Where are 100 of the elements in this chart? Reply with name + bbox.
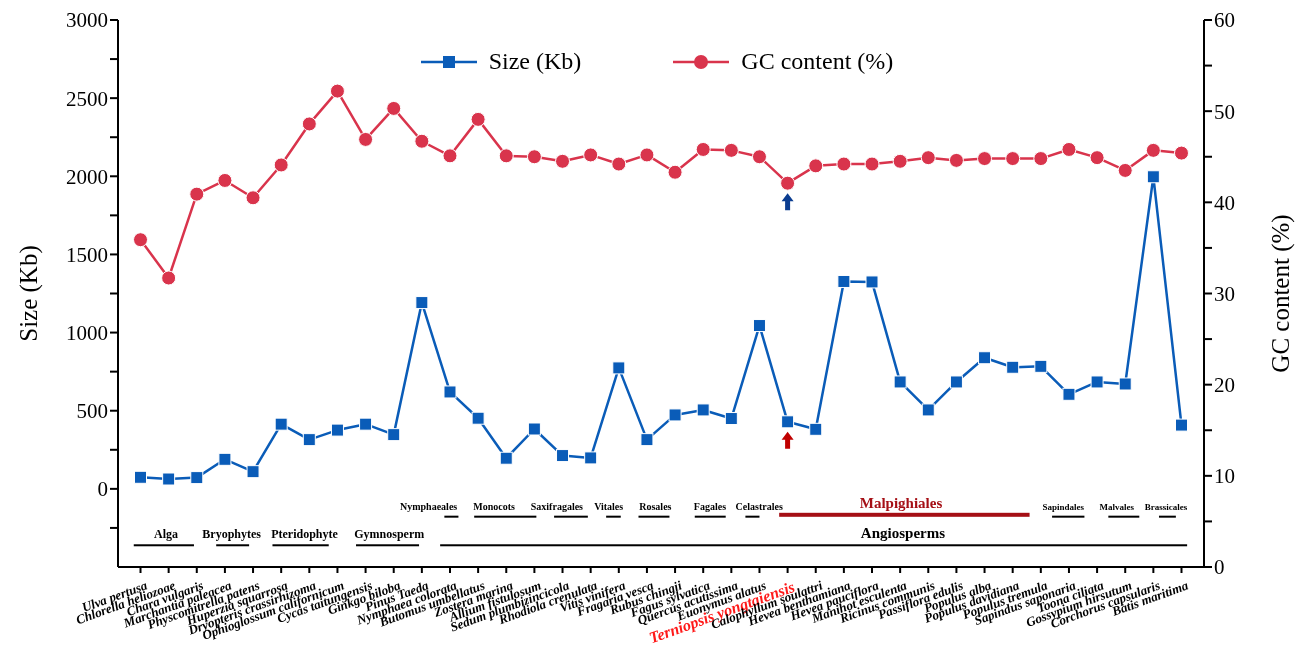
point: [696, 403, 710, 417]
y2-tick-label: 20: [1214, 373, 1235, 398]
point: [498, 148, 514, 164]
point: [781, 415, 795, 429]
annotation: Brassicales: [1144, 501, 1188, 512]
point: [527, 422, 541, 436]
y2-tick-label: 60: [1214, 8, 1235, 33]
point: [190, 471, 204, 485]
point: [865, 275, 879, 289]
y2-tick-label: 0: [1214, 555, 1225, 580]
annotation: Nymphaeales: [399, 500, 458, 512]
point: [1117, 162, 1133, 178]
point: [246, 465, 260, 479]
y-tick-label: 1500: [66, 242, 108, 267]
point: [189, 186, 205, 202]
point: [470, 111, 486, 127]
point: [1174, 418, 1188, 432]
y2-tick-label: 30: [1214, 281, 1235, 306]
point: [1034, 359, 1048, 373]
point: [471, 411, 485, 425]
point: [358, 131, 374, 147]
y2-axis-title: GC content (%): [1266, 214, 1295, 373]
y-tick-label: 1000: [66, 321, 108, 346]
annotation: Saxifragales: [530, 500, 584, 512]
point: [892, 153, 908, 169]
annotation: Alga: [154, 527, 179, 542]
point: [245, 190, 261, 206]
annotation: Vitales: [594, 500, 624, 512]
point: [1118, 377, 1132, 391]
annotation: Malpighiales: [859, 494, 943, 511]
annotation: Malvales: [1099, 501, 1135, 512]
point: [556, 449, 570, 463]
annotation: Celastrales: [735, 500, 783, 512]
point: [893, 375, 907, 389]
point: [611, 156, 627, 172]
point: [162, 472, 176, 486]
legend-label: GC content (%): [741, 48, 894, 75]
point: [1006, 360, 1020, 374]
point: [1146, 170, 1160, 184]
point: [302, 433, 316, 447]
y2-tick-label: 10: [1214, 464, 1235, 489]
point: [921, 403, 935, 417]
point: [695, 141, 711, 157]
point: [415, 296, 429, 310]
point: [808, 158, 824, 174]
point: [442, 148, 458, 164]
point: [386, 100, 402, 116]
point: [330, 423, 344, 437]
point: [134, 470, 148, 484]
point: [273, 157, 289, 173]
point: [612, 361, 626, 375]
annotation: Sapindales: [1042, 501, 1085, 512]
point: [133, 232, 149, 248]
point: [864, 156, 880, 172]
legend-label: Size (Kb): [488, 48, 582, 75]
point: [667, 164, 683, 180]
point: [809, 422, 823, 436]
point: [751, 149, 767, 165]
point: [217, 172, 233, 188]
y-axis-title: Size (Kb): [14, 245, 43, 342]
point: [978, 351, 992, 365]
point: [1062, 387, 1076, 401]
point: [837, 274, 851, 288]
point: [1061, 141, 1077, 157]
point: [752, 319, 766, 333]
annotation: Gymnosperm: [354, 527, 425, 542]
point: [329, 83, 345, 99]
y-tick-label: 0: [97, 477, 108, 502]
point: [526, 149, 542, 165]
y2-tick-label: 50: [1214, 99, 1235, 124]
annotation: Bryophytes: [202, 527, 262, 542]
annotation: Monocots: [473, 500, 516, 512]
point: [414, 133, 430, 149]
point: [977, 151, 993, 167]
point: [443, 385, 457, 399]
point: [640, 433, 654, 447]
point: [1145, 142, 1161, 158]
point: [359, 417, 373, 431]
y-tick-label: 3000: [66, 8, 108, 33]
point: [724, 412, 738, 426]
point: [584, 451, 598, 465]
point: [387, 428, 401, 442]
point: [949, 375, 963, 389]
point: [274, 417, 288, 431]
point: [723, 142, 739, 158]
point: [668, 408, 682, 422]
point: [499, 451, 513, 465]
y-tick-label: 2000: [66, 164, 108, 189]
point: [836, 156, 852, 172]
point: [218, 452, 232, 466]
point: [920, 150, 936, 166]
y-tick-label: 500: [76, 399, 108, 424]
point: [555, 153, 571, 169]
point: [780, 175, 796, 191]
point: [161, 270, 177, 286]
point: [301, 116, 317, 132]
annotation: Pteridophyte: [271, 527, 339, 542]
y-tick-label: 2500: [66, 86, 108, 111]
point: [948, 152, 964, 168]
point: [1033, 151, 1049, 167]
